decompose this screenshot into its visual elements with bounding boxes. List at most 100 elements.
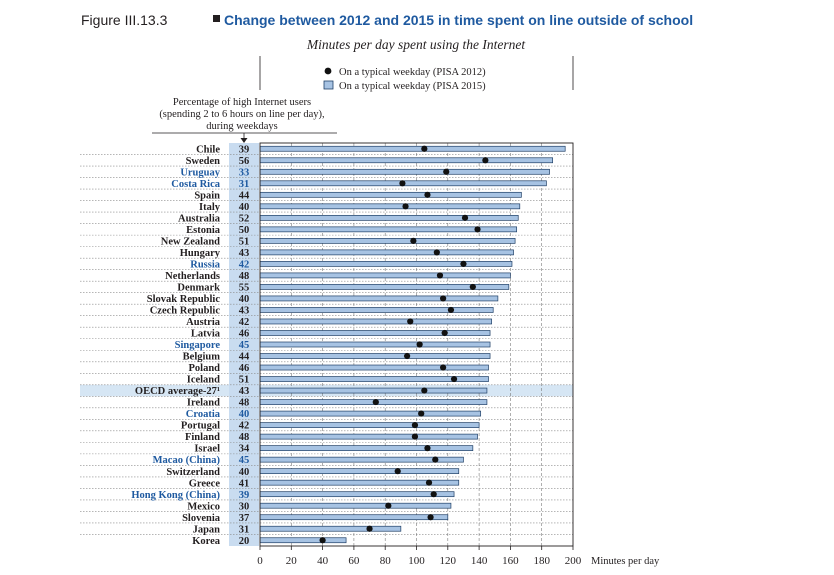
chart-subtitle: Minutes per day spent using the Internet (306, 37, 526, 52)
pct-value: 55 (239, 283, 250, 294)
category-label: Japan (193, 524, 221, 535)
category-label: Italy (199, 202, 221, 213)
pct-column-background (229, 143, 259, 546)
pct-header-line-2: (spending 2 to 6 hours on line per day), (159, 109, 324, 120)
bar-2015 (259, 191, 522, 198)
pct-column-header: Percentage of high Internet users (spend… (152, 97, 337, 143)
category-label: Korea (192, 536, 221, 547)
pct-value: 42 (239, 260, 250, 271)
x-tick-label: 40 (317, 555, 329, 567)
marker-2012 (427, 514, 434, 521)
pct-value: 45 (239, 340, 250, 351)
marker-2012 (421, 145, 428, 152)
marker-2012 (424, 191, 431, 198)
plot-area: Chile 39 Sweden 56 Uruguay 33 Costa Rica 31 Spai… (80, 142, 660, 567)
category-label: Netherlands (165, 271, 220, 282)
category-label: Latvia (191, 329, 221, 340)
marker-2012 (440, 295, 447, 302)
bar-2015 (259, 491, 455, 498)
category-label: Uruguay (180, 167, 220, 178)
pct-value: 51 (239, 375, 250, 386)
category-label: New Zealand (161, 236, 220, 247)
category-label: Russia (190, 260, 221, 271)
category-label: Switzerland (166, 467, 220, 478)
legend-label-2015: On a typical weekday (PISA 2015) (339, 81, 486, 92)
category-label: Czech Republic (150, 306, 221, 317)
x-tick-label: 100 (408, 555, 425, 567)
pct-value: 34 (239, 444, 250, 455)
bar-2015 (259, 410, 482, 417)
pct-value: 48 (239, 432, 250, 443)
pct-value: 43 (239, 386, 250, 397)
pct-value: 37 (239, 513, 250, 524)
bar-2015 (259, 387, 488, 394)
bar-2015 (259, 249, 514, 256)
bar-2015 (259, 502, 452, 509)
category-label: Denmark (177, 283, 220, 294)
pct-value: 51 (239, 236, 250, 247)
marker-2012 (432, 456, 439, 463)
marker-2012 (404, 352, 411, 360)
marker-2012 (418, 410, 425, 417)
pct-value: 42 (239, 421, 250, 432)
pct-value: 20 (239, 536, 250, 547)
category-label: Costa Rica (171, 179, 220, 190)
bar-2015 (259, 445, 474, 451)
marker-2012 (440, 364, 447, 371)
bar-2015 (259, 433, 478, 440)
marker-2012 (372, 398, 379, 406)
category-label: Slovak Republic (147, 294, 221, 305)
bar-2015 (259, 203, 521, 210)
pct-value: 48 (239, 271, 250, 282)
marker-2012 (461, 214, 469, 221)
marker-2012 (394, 468, 401, 475)
category-label: Ireland (187, 398, 220, 409)
legend-marker-2012 (324, 67, 332, 75)
category-label: Singapore (175, 340, 221, 351)
bar-2015 (259, 514, 449, 521)
category-label: Finland (185, 432, 220, 443)
bar-2015 (259, 261, 513, 267)
bar-2015 (259, 525, 402, 532)
category-label: Croatia (186, 409, 221, 420)
x-tick-label: 200 (565, 555, 582, 567)
pct-value: 33 (239, 167, 250, 178)
marker-2012 (430, 491, 437, 498)
marker-2012 (407, 318, 414, 325)
pct-value: 46 (239, 363, 250, 374)
pct-header-line-1: Percentage of high Internet users (173, 97, 311, 108)
bar-2015 (259, 157, 554, 164)
pct-value: 39 (239, 490, 250, 501)
category-label: Estonia (186, 225, 221, 236)
marker-2012 (385, 502, 392, 509)
marker-2012 (450, 375, 458, 383)
category-label: Macao (China) (153, 455, 221, 466)
category-label: Slovenia (182, 513, 221, 524)
category-label: Austria (186, 317, 221, 328)
pct-value: 41 (239, 478, 250, 489)
category-label: Portugal (181, 421, 220, 432)
marker-2012 (399, 180, 406, 187)
pct-value: 31 (239, 524, 250, 535)
bar-2015 (259, 214, 519, 221)
bar-2015 (259, 272, 511, 279)
bar-2015 (259, 168, 550, 175)
x-axis-unit-label: Minutes per day (591, 556, 660, 567)
x-tick-label: 60 (348, 555, 360, 567)
pct-value: 40 (239, 409, 250, 420)
chart-title: Change between 2012 and 2015 in time spe… (224, 12, 693, 28)
category-label: Belgium (183, 352, 221, 363)
legend-swatch-2015 (323, 80, 334, 90)
marker-2012 (410, 237, 417, 244)
pct-arrow-down-icon (240, 138, 248, 143)
pct-value: 39 (239, 144, 250, 155)
x-tick-label: 80 (380, 555, 392, 567)
pct-column-highlight (229, 384, 259, 397)
bar-2015 (259, 295, 499, 302)
title-bullet-icon (213, 15, 220, 22)
marker-2012 (443, 168, 450, 175)
x-tick-label: 160 (502, 555, 519, 567)
pct-header-line-3: during weekdays (206, 121, 277, 132)
category-label: Poland (188, 363, 220, 374)
